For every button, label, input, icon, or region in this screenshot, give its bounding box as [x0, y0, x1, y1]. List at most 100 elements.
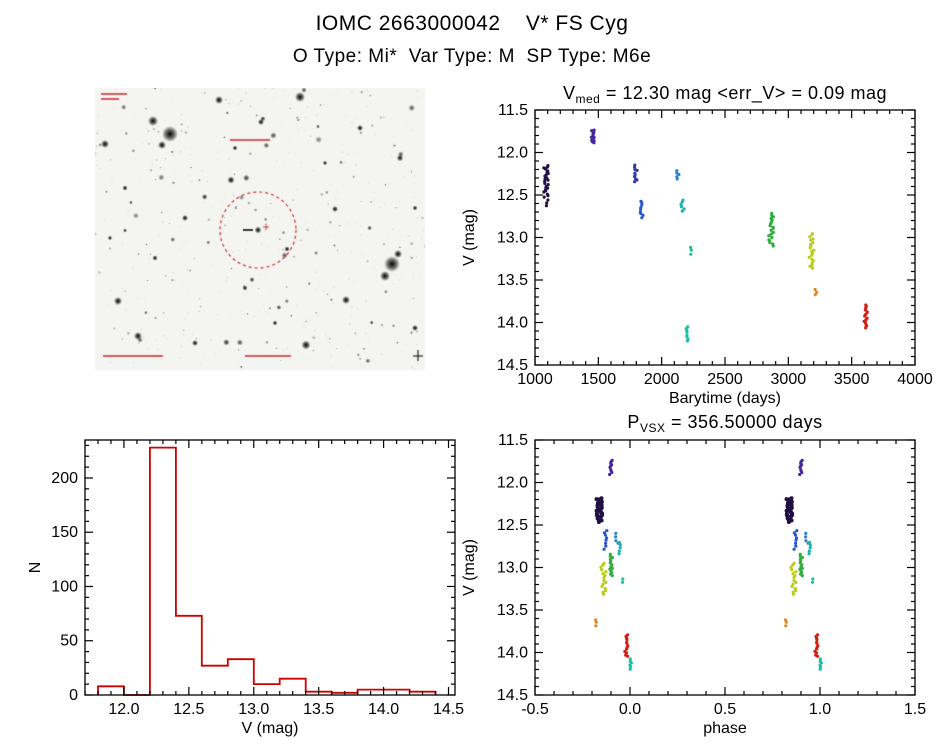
y-tick-label: 11.5 — [498, 432, 528, 449]
y-tick-label: 12.0 — [497, 145, 528, 162]
data-point — [810, 253, 814, 257]
data-point — [596, 520, 601, 524]
x-tick-label: 1000 — [517, 371, 553, 388]
data-point — [546, 198, 550, 202]
data-point — [617, 549, 621, 553]
data-point — [790, 568, 794, 572]
data-point — [791, 582, 795, 586]
data-point — [807, 255, 811, 259]
y-tick-label: 50 — [60, 633, 78, 650]
y-axis-label: V (mag) — [461, 209, 478, 266]
data-point — [633, 180, 637, 184]
data-point — [794, 541, 798, 545]
x-tick-label: 1500 — [581, 371, 617, 388]
data-point — [543, 177, 547, 181]
y-axis-label: V (mag) — [461, 539, 478, 596]
data-point — [804, 531, 808, 535]
y-tick-label: 14.5 — [497, 687, 528, 704]
data-point — [815, 641, 819, 645]
x-axis-label: V (mag) — [242, 720, 299, 737]
data-point — [794, 580, 798, 584]
y-tick-label: 11.5 — [498, 102, 528, 119]
y-tick-label: 150 — [51, 524, 78, 541]
data-point — [804, 539, 808, 543]
chart-title: PVSX = 356.50000 days — [627, 413, 822, 435]
data-point — [680, 209, 684, 213]
y-tick-label: 13.5 — [497, 602, 528, 619]
x-tick-label: 1.0 — [809, 701, 831, 718]
data-point — [784, 508, 789, 513]
y-tick-label: 200 — [51, 470, 78, 487]
data-point — [689, 245, 693, 250]
data-point — [641, 213, 645, 217]
data-point — [618, 546, 622, 550]
data-point — [594, 508, 599, 513]
data-point — [610, 470, 614, 475]
data-point — [768, 240, 772, 245]
data-point — [604, 544, 608, 548]
data-point — [600, 568, 604, 572]
data-point — [640, 203, 644, 207]
data-point — [685, 330, 689, 334]
y-tick-label: 13.0 — [497, 230, 528, 247]
data-point — [815, 647, 819, 651]
y-tick-label: 13.0 — [497, 560, 528, 577]
data-point — [604, 541, 608, 545]
data-point — [602, 547, 606, 551]
data-point — [675, 177, 679, 181]
data-point — [614, 531, 618, 535]
y-tick-label: 14.5 — [497, 357, 528, 374]
data-point — [771, 226, 775, 230]
data-point — [639, 207, 643, 211]
data-point — [625, 638, 629, 642]
data-point — [543, 167, 547, 171]
light-curve-chart: 1000 1500 2000 2500 3000 3500 4000 11.5 12.0 12.5… — [461, 83, 933, 407]
data-point — [804, 535, 808, 539]
x-tick-label: 0.0 — [619, 701, 641, 718]
data-point — [543, 181, 547, 185]
data-point — [608, 472, 612, 477]
data-point — [625, 654, 630, 658]
data-point — [604, 538, 608, 542]
data-point — [794, 538, 798, 542]
data-point — [685, 334, 689, 339]
data-point — [625, 641, 629, 645]
histogram-chart: 12.0 12.5 13.0 13.5 14.0 14.5 0 50 100 150 200 V (m… — [27, 439, 464, 737]
data-point — [767, 234, 771, 238]
x-tick-label: 3000 — [771, 371, 807, 388]
data-point — [792, 547, 796, 551]
data-point — [621, 577, 625, 581]
data-point — [770, 235, 774, 240]
data-point — [689, 248, 693, 252]
data-point — [601, 563, 605, 567]
data-point — [791, 572, 795, 576]
data-point — [810, 249, 814, 253]
data-point — [784, 620, 788, 624]
data-point — [864, 326, 868, 330]
y-tick-label: 12.0 — [497, 475, 528, 492]
data-point — [800, 555, 804, 560]
data-point — [635, 178, 639, 182]
x-tick-label: 13.0 — [238, 701, 269, 718]
data-point — [640, 216, 644, 220]
data-point — [689, 252, 693, 256]
data-point — [639, 211, 643, 216]
x-tick-label: 4000 — [897, 371, 933, 388]
y-tick-label: 12.5 — [497, 517, 528, 534]
data-point — [545, 201, 549, 205]
data-point — [608, 465, 612, 469]
data-point — [808, 246, 812, 250]
phase-curve-chart: -0.5 0.0 0.5 1.0 1.5 11.5 12.0 12.5 13.0 13.5 14.0… — [461, 413, 926, 737]
data-point — [614, 539, 618, 543]
data-point — [769, 232, 773, 236]
data-point — [679, 205, 684, 209]
data-point — [798, 465, 802, 469]
data-point — [600, 584, 604, 589]
page-title: IOMC 2663000042 V* FS Cyg — [315, 12, 629, 35]
data-point — [811, 577, 815, 581]
data-point — [815, 290, 819, 294]
y-tick-label: 14.0 — [497, 315, 528, 332]
data-point — [677, 172, 681, 177]
histogram-outline — [97, 446, 437, 696]
y-axis-label: N — [27, 562, 44, 574]
